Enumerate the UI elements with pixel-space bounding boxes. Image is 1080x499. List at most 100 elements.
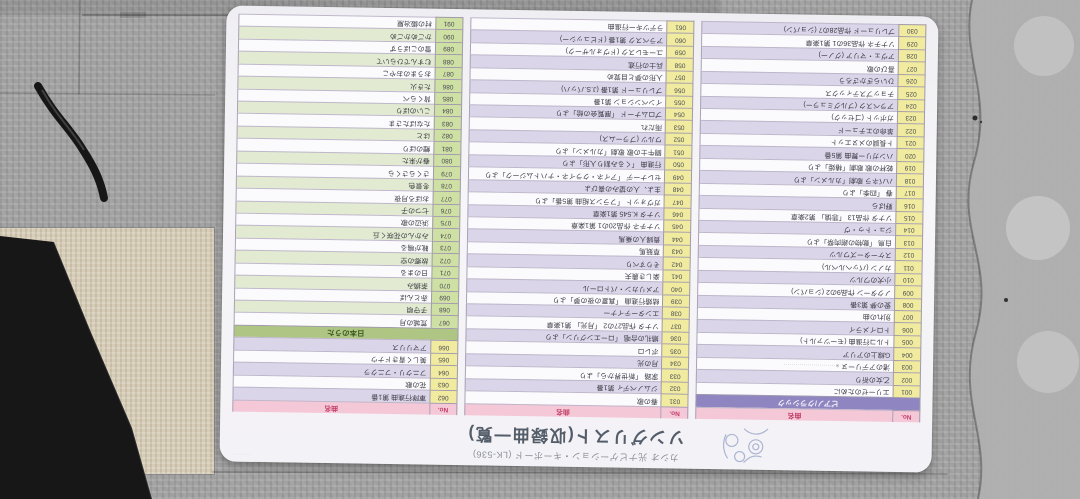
song-no: 042: [662, 256, 692, 270]
column-header-no: No.: [660, 405, 689, 419]
song-no: 015: [895, 210, 924, 224]
song-no: 084: [433, 103, 462, 117]
song-column-2: No. 曲名 031 春の歌 032 ジムノペディ 第1番 033 家路 「新世界から」より 0…: [463, 17, 695, 419]
song-no: 075: [431, 215, 461, 229]
song-annotation: ※··························: [783, 362, 842, 369]
song-no: 030: [898, 23, 927, 37]
song-no: 060: [666, 32, 695, 46]
song-no: 032: [660, 380, 690, 394]
song-no: 029: [898, 36, 927, 50]
song-no: 051: [664, 144, 693, 158]
song-no: 016: [895, 198, 924, 211]
mat-knob: [1014, 16, 1074, 76]
song-no: 073: [431, 240, 460, 254]
song-no: 089: [434, 41, 463, 55]
song-no: 054: [665, 107, 694, 121]
speck: [979, 120, 983, 124]
song-no: 064: [429, 364, 458, 378]
fine-print-code: ·······: [231, 450, 251, 457]
song-no: 040: [662, 281, 691, 295]
song-no: 009: [894, 285, 923, 299]
song-no: 043: [663, 244, 692, 258]
song-no: 080: [432, 153, 461, 167]
song-list-card: カシオ 光ナビゲーション・キーボード (LK-536) ソングリスト(収録曲一覧…: [219, 5, 939, 473]
song-no: 067: [430, 315, 459, 329]
song-no: 012: [894, 247, 923, 261]
song-no: 008: [893, 297, 923, 311]
song-no: 021: [896, 135, 925, 149]
black-rod-object: [34, 82, 108, 202]
song-no: 086: [433, 78, 463, 92]
column-header-no: No.: [892, 409, 921, 423]
song-no: 025: [897, 86, 926, 100]
song-no: 053: [665, 119, 694, 133]
song-no: 031: [660, 393, 689, 407]
column-header-no: No.: [428, 402, 458, 416]
song-no: 076: [432, 203, 461, 217]
song-no: 048: [664, 182, 693, 195]
song-no: 055: [665, 94, 694, 108]
song-no: 010: [894, 272, 923, 286]
song-no: 005: [893, 334, 922, 348]
song-no: 002: [892, 372, 921, 386]
song-no: 061: [666, 20, 695, 34]
song-no: 017: [895, 185, 924, 199]
song-no: 037: [661, 318, 691, 332]
song-no: 018: [895, 173, 925, 187]
song-no: 090: [434, 29, 463, 43]
song-no: 074: [431, 228, 460, 241]
song-no: 038: [662, 306, 691, 320]
song-no: 034: [661, 356, 690, 369]
mat-knob: [1006, 196, 1070, 260]
song-no: 087: [434, 66, 463, 80]
song-no: 066: [429, 340, 459, 353]
song-no: 019: [896, 160, 925, 174]
song-no: 083: [433, 116, 462, 130]
song-table: No. 曲名 ピアノ/クラシック 001 エリーゼのために 002 乙女の祈り 003 渚のアデ…: [232, 13, 927, 423]
song-no: 052: [664, 132, 694, 146]
song-no: 065: [429, 352, 458, 366]
song-no: 033: [661, 368, 690, 382]
black-slab-object: [0, 236, 152, 499]
song-no: 078: [432, 178, 461, 192]
song-no: 046: [663, 206, 692, 220]
song-no: 069: [430, 290, 459, 304]
song-no: 006: [893, 322, 922, 336]
song-no: 050: [664, 157, 693, 171]
song-no: 079: [432, 165, 461, 179]
song-no: 085: [433, 91, 462, 105]
song-no: 024: [897, 98, 926, 112]
song-column-1: No. 曲名 ピアノ/クラシック 001 エリーゼのために 002 乙女の祈り 003 渚のアデ…: [695, 20, 927, 423]
song-no: 070: [430, 277, 460, 291]
song-no: 044: [663, 231, 692, 245]
song-no: 058: [665, 57, 695, 71]
speck: [972, 115, 978, 121]
song-no: 077: [432, 190, 461, 204]
song-no: 023: [896, 111, 926, 124]
song-no: 020: [896, 148, 925, 162]
song-no: 001: [892, 384, 921, 398]
song-no: 091: [434, 16, 464, 30]
song-no: 088: [434, 54, 463, 67]
song-no: 022: [896, 123, 925, 137]
song-no: 036: [661, 331, 690, 345]
song-no: 062: [429, 389, 458, 403]
song-no: 063: [429, 377, 458, 391]
document-face: カシオ 光ナビゲーション・キーボード (LK-536) ソングリスト(収録曲一覧…: [219, 5, 938, 472]
song-no: 081: [432, 141, 462, 154]
song-no: 057: [665, 70, 694, 83]
song-column-3: No. 曲名 062 軍隊行進曲 第1番 063 花の歌 064 フニクリ・フニクラ 065 美し…: [232, 13, 464, 416]
flower-decoration-icon: [723, 428, 769, 464]
speck: [1004, 298, 1008, 302]
song-no: 013: [894, 235, 924, 249]
song-no: 028: [897, 48, 927, 62]
mat-knob: [1017, 331, 1079, 393]
song-no: 041: [662, 269, 691, 282]
document-header: カシオ 光ナビゲーション・キーボード (LK-536) ソングリスト(収録曲一覧…: [219, 412, 932, 472]
song-no: 071: [431, 265, 460, 279]
song-no: 039: [662, 293, 691, 307]
song-no: 049: [664, 169, 693, 183]
song-no: 003: [892, 359, 922, 373]
song-no: 072: [431, 252, 460, 266]
